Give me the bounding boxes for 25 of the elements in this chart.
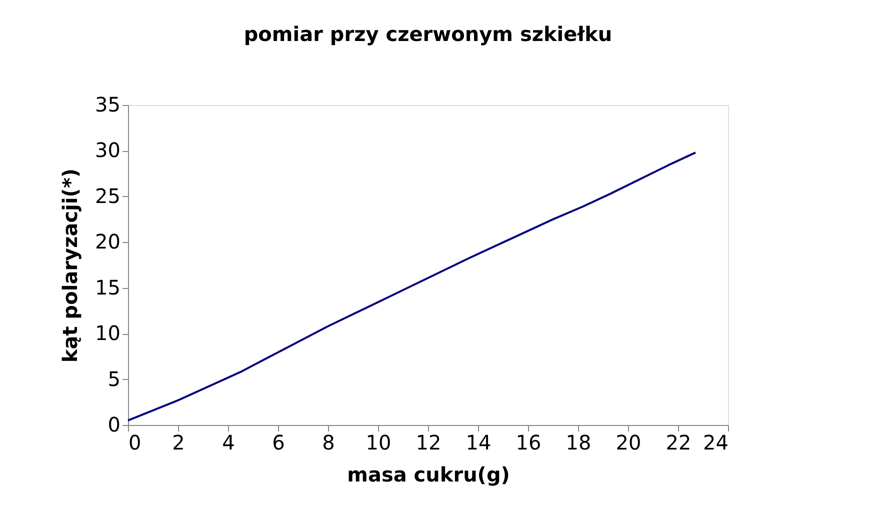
x-tick-label: 6 <box>272 430 285 454</box>
y-axis-title: kąt polaryzacji(*) <box>58 168 82 363</box>
y-tick-label: 0 <box>108 412 120 436</box>
x-tick-label: 22 <box>666 430 692 454</box>
x-tick-label: 10 <box>366 430 392 454</box>
x-tick-label: 8 <box>322 430 335 454</box>
x-axis-title: masa cukru(g) <box>347 462 510 486</box>
x-tick-label: 18 <box>566 430 592 454</box>
x-tick-label: 20 <box>616 430 642 454</box>
y-tick-label: 20 <box>95 230 120 254</box>
y-tick-label: 35 <box>95 92 120 116</box>
x-tick-label: 2 <box>172 430 185 454</box>
x-tick-label: 0 <box>128 430 142 454</box>
x-tick-label: 12 <box>416 430 442 454</box>
chart-title: pomiar przy czerwonym szkiełku <box>244 22 612 46</box>
y-tick-label: 15 <box>95 275 120 300</box>
x-tick-label: 24 <box>703 430 728 454</box>
y-tick-label: 10 <box>95 321 120 346</box>
x-tick-label: 14 <box>466 430 492 454</box>
x-tick-label: 4 <box>222 430 235 454</box>
y-tick-label: 25 <box>95 184 120 208</box>
y-tick-label: 5 <box>108 366 120 391</box>
y-tick-label: 30 <box>95 138 120 162</box>
line-series <box>127 152 696 422</box>
x-tick-label: 16 <box>516 430 542 454</box>
